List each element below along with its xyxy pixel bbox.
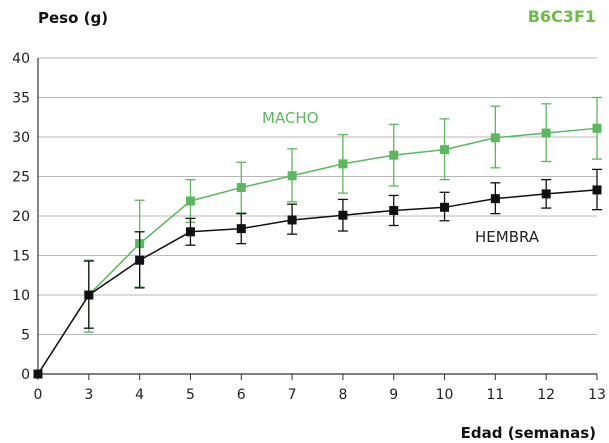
data-point — [389, 205, 399, 215]
series-hembra — [33, 168, 602, 379]
data-point — [236, 224, 246, 234]
data-point — [185, 227, 195, 237]
x-tick-label: 3 — [84, 387, 93, 403]
series-line — [37, 189, 598, 375]
x-tick-label: 6 — [237, 387, 246, 403]
x-tick-label: 11 — [486, 387, 504, 403]
data-point — [541, 128, 551, 138]
data-point — [33, 369, 43, 379]
x-tick-label: 12 — [537, 387, 555, 403]
series-label-macho: MACHO — [262, 109, 319, 127]
y-tick-label: 20 — [12, 209, 30, 225]
chart-title: B6C3F1 — [528, 7, 596, 26]
data-point — [440, 202, 450, 212]
series-label-hembra: HEMBRA — [475, 228, 540, 246]
x-tick-label: 0 — [34, 387, 43, 403]
x-axis-title: Edad (semanas) — [461, 424, 596, 442]
data-point — [287, 171, 297, 181]
y-tick-label: 35 — [12, 91, 30, 107]
data-point — [541, 189, 551, 199]
x-tick-label: 7 — [288, 387, 297, 403]
data-point — [287, 215, 297, 225]
x-tick-label: 13 — [588, 387, 606, 403]
data-point — [592, 185, 602, 195]
y-tick-label: 30 — [12, 130, 30, 146]
y-tick-label: 10 — [12, 288, 30, 304]
y-tick-label: 25 — [12, 170, 30, 186]
data-point — [490, 133, 500, 143]
y-axis-title: Peso (g) — [38, 9, 108, 27]
y-tick-label: 0 — [21, 367, 30, 383]
x-tick-label: 8 — [338, 387, 347, 403]
data-point — [338, 159, 348, 169]
data-point — [389, 150, 399, 160]
x-tick-label: 5 — [186, 387, 195, 403]
data-point — [236, 183, 246, 193]
series-line — [37, 127, 598, 375]
data-point — [490, 194, 500, 204]
data-point — [135, 255, 145, 265]
x-tick-label: 9 — [389, 387, 398, 403]
data-point — [592, 123, 602, 133]
x-tick-label: 10 — [436, 387, 454, 403]
y-tick-label: 40 — [12, 51, 30, 67]
series-group — [33, 96, 602, 379]
x-tick-label: 4 — [135, 387, 144, 403]
data-point — [84, 290, 94, 300]
y-tick-label: 5 — [21, 328, 30, 344]
data-point — [338, 210, 348, 220]
data-point — [185, 196, 195, 206]
y-tick-label: 15 — [12, 249, 30, 265]
grid — [38, 57, 597, 335]
axes: 0 5 10 15 20 25 30 35 40 0 3 4 5 6 7 8 9 10 11 12 13 — [12, 51, 606, 403]
data-point — [440, 145, 450, 155]
